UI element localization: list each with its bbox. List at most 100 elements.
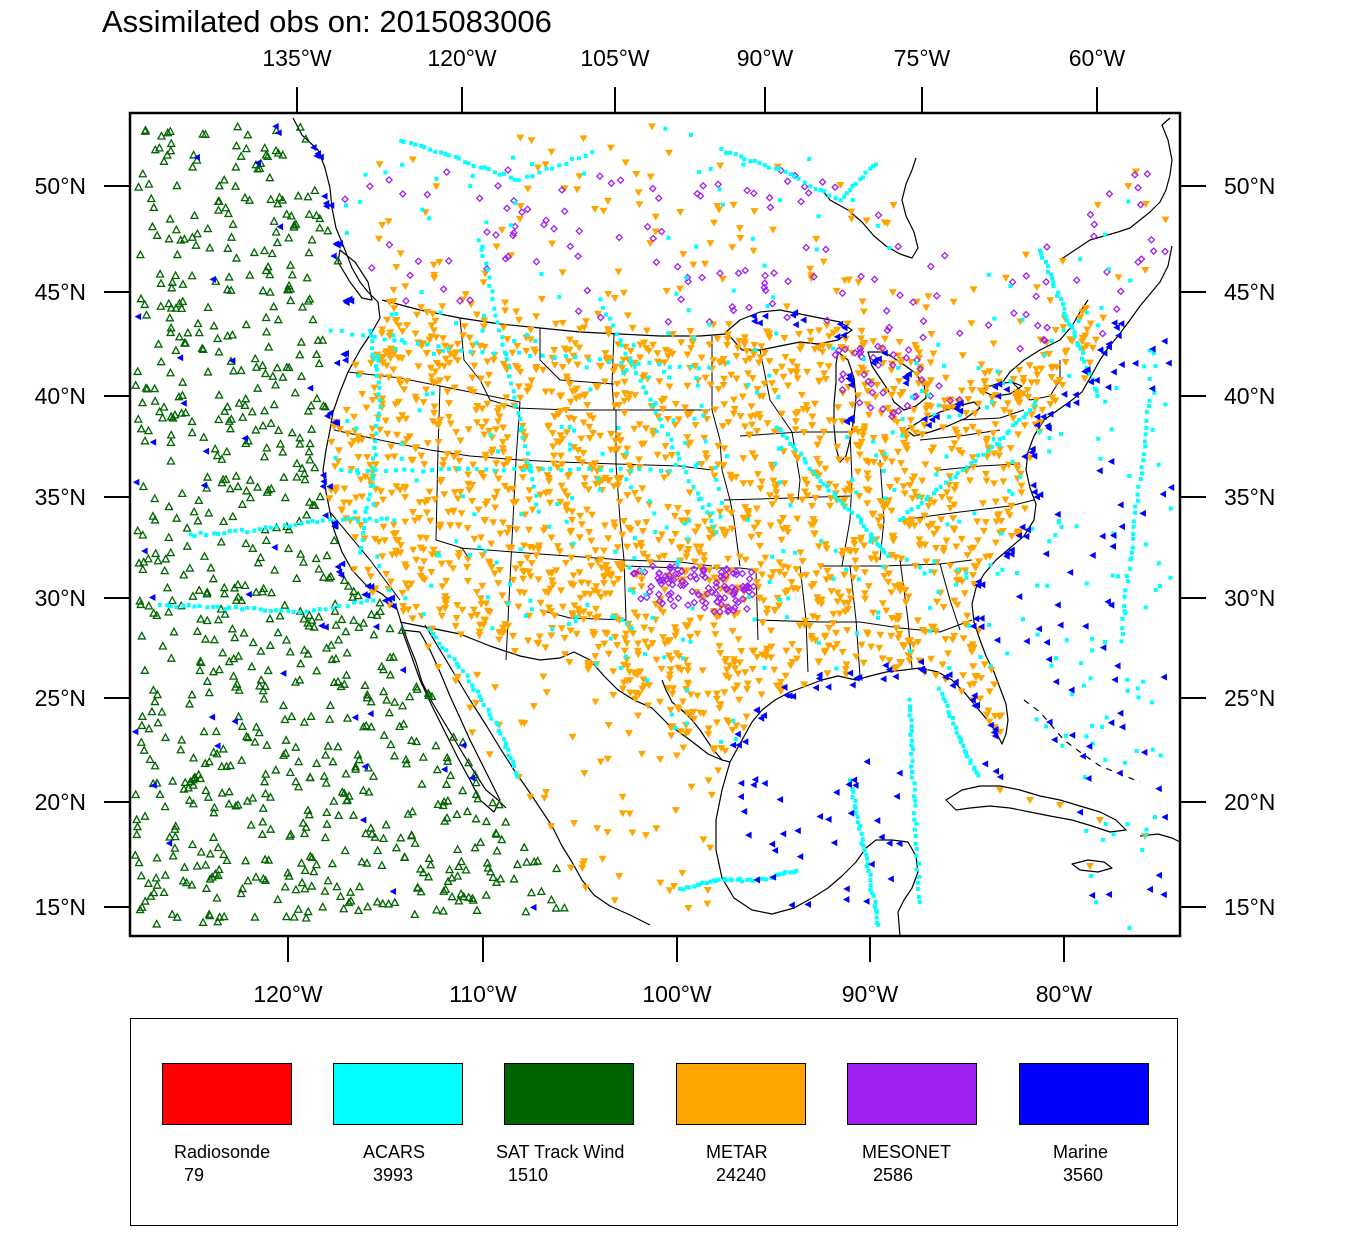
metar-marker	[977, 675, 986, 683]
metar-marker	[878, 655, 887, 663]
metar-marker	[838, 551, 847, 559]
acars-marker	[477, 545, 482, 550]
acars-marker	[1101, 837, 1106, 842]
acars-marker	[911, 747, 916, 752]
sat-track-wind-marker	[292, 458, 302, 468]
metar-marker	[949, 515, 958, 523]
sat-track-wind-marker	[132, 814, 142, 824]
acars-marker	[677, 364, 682, 369]
acars-marker	[898, 517, 903, 522]
metar-marker	[671, 400, 680, 408]
metar-marker	[731, 665, 740, 673]
metar-marker	[967, 320, 976, 328]
metar-marker	[488, 446, 497, 454]
metar-marker	[461, 291, 470, 299]
acars-marker	[1158, 753, 1163, 758]
metar-marker	[796, 346, 805, 354]
metar-marker	[829, 644, 838, 652]
sat-track-wind-marker	[226, 285, 236, 294]
acars-marker	[559, 424, 564, 429]
acars-marker	[621, 370, 626, 375]
mesonet-marker	[649, 562, 657, 571]
mesonet-marker	[367, 264, 376, 272]
metar-marker	[644, 644, 653, 652]
metar-marker	[714, 461, 723, 469]
metar-marker	[652, 656, 661, 664]
acars-marker	[628, 356, 633, 361]
metar-marker	[618, 810, 627, 818]
acars-marker	[807, 466, 812, 471]
acars-marker	[1059, 431, 1064, 436]
metar-marker	[446, 344, 455, 352]
mesonet-marker	[668, 580, 677, 589]
metar-marker	[725, 662, 734, 670]
mesonet-marker	[550, 224, 558, 233]
metar-marker	[460, 323, 469, 331]
acars-marker	[942, 363, 947, 368]
metar-marker	[807, 583, 816, 591]
metar-marker	[682, 553, 691, 561]
sat-track-wind-marker	[391, 842, 402, 852]
metar-marker	[727, 371, 736, 379]
sat-track-wind-marker	[213, 614, 224, 624]
metar-marker	[656, 879, 665, 887]
sat-track-wind-marker	[212, 450, 222, 460]
metar-marker	[899, 641, 908, 649]
sat-track-wind-marker	[483, 863, 493, 872]
acars-marker	[981, 452, 986, 457]
metar-marker	[464, 480, 473, 488]
mesonet-marker	[724, 603, 733, 612]
acars-marker	[279, 608, 284, 613]
acars-marker	[456, 665, 461, 670]
sat-track-wind-marker	[144, 179, 154, 188]
acars-marker	[1090, 723, 1095, 728]
metar-marker	[495, 567, 504, 575]
marine-marker	[241, 434, 248, 442]
marine-marker	[343, 299, 350, 307]
metar-marker	[603, 326, 612, 334]
sat-track-wind-marker	[265, 640, 275, 649]
metar-marker	[750, 647, 759, 655]
metar-marker	[658, 405, 667, 413]
sat-track-wind-marker	[137, 711, 147, 720]
metar-marker	[965, 477, 974, 485]
metar-marker	[345, 499, 354, 507]
acars-marker	[1141, 458, 1146, 463]
metar-marker	[657, 665, 666, 673]
acars-marker	[833, 196, 838, 201]
sat-track-wind-marker	[260, 368, 271, 378]
metar-marker	[918, 627, 927, 635]
metar-marker	[867, 643, 876, 651]
metar-marker	[579, 449, 588, 457]
acars-marker	[547, 524, 552, 529]
metar-marker	[894, 634, 903, 642]
sat-track-wind-marker	[293, 904, 303, 913]
acars-marker	[714, 530, 719, 535]
sat-track-wind-marker	[354, 754, 364, 764]
metar-marker	[1046, 401, 1055, 409]
acars-marker	[861, 524, 866, 529]
sat-track-wind-marker	[444, 864, 455, 874]
metar-marker	[768, 380, 777, 388]
acars-marker	[516, 411, 521, 416]
acars-marker	[304, 609, 309, 614]
acars-marker	[850, 510, 855, 515]
metar-marker	[492, 460, 501, 468]
sat-track-wind-marker	[208, 573, 218, 583]
metar-marker	[755, 542, 764, 550]
metar-marker	[704, 777, 713, 785]
acars-marker	[1088, 676, 1093, 681]
metar-marker	[579, 616, 588, 624]
vancouver-island	[337, 249, 373, 301]
acars-marker	[697, 170, 702, 175]
acars-marker	[992, 316, 997, 321]
mesonet-marker	[518, 208, 526, 217]
acars-marker	[1158, 584, 1163, 589]
metar-marker	[741, 556, 750, 564]
sat-track-wind-marker	[285, 260, 296, 269]
acars-marker	[868, 872, 873, 877]
acars-marker	[399, 139, 404, 144]
metar-marker	[402, 436, 411, 444]
metar-marker	[412, 444, 421, 452]
mesonet-marker	[456, 297, 464, 305]
